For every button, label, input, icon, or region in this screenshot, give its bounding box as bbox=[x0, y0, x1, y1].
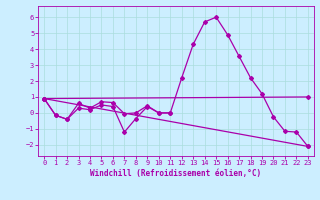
X-axis label: Windchill (Refroidissement éolien,°C): Windchill (Refroidissement éolien,°C) bbox=[91, 169, 261, 178]
